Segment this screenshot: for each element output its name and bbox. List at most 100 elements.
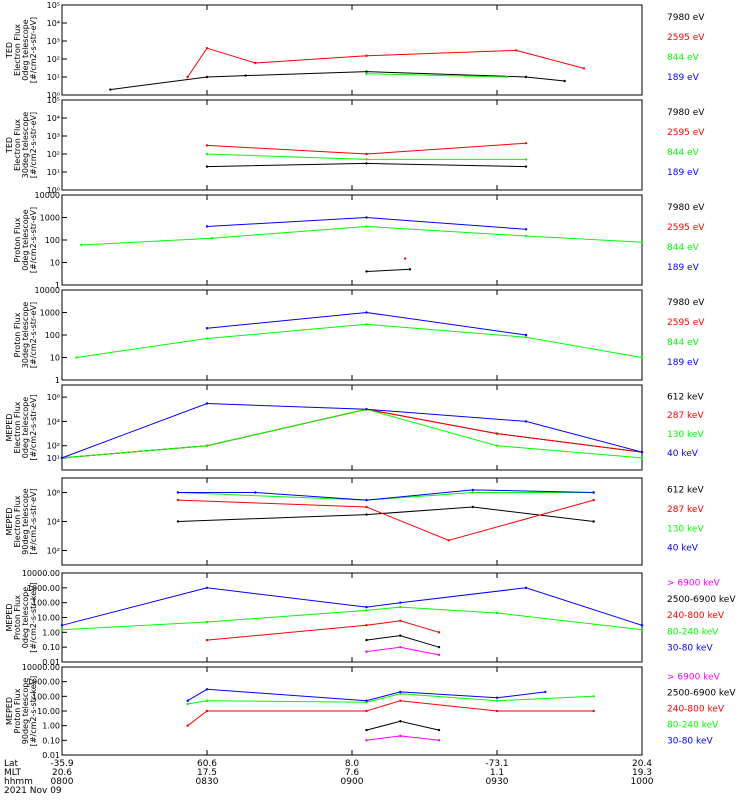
data-point xyxy=(471,491,475,494)
series-line xyxy=(61,408,643,459)
legend-entry: 7980 eV xyxy=(667,203,705,213)
series-line xyxy=(177,492,594,501)
data-point xyxy=(365,638,368,642)
panel-frame xyxy=(61,99,643,191)
series-line xyxy=(61,587,643,626)
y-tick-label: 10² xyxy=(47,442,60,451)
y-tick-label: 10⁴ xyxy=(47,518,60,527)
data-point xyxy=(399,601,402,604)
y-tick-label: 10000.00 xyxy=(22,569,60,578)
y-axis-label: [#/cm2-s-str-keV] xyxy=(29,582,38,653)
x-tick-mlt: 20.6 xyxy=(52,768,72,778)
data-point xyxy=(186,702,189,706)
data-point xyxy=(205,699,209,702)
y-tick-label: 10000 xyxy=(35,191,60,200)
y-tick-label: 10⁰ xyxy=(47,186,60,195)
data-point xyxy=(109,88,112,91)
data-point xyxy=(365,624,368,627)
data-point xyxy=(399,720,402,723)
y-tick-label: 1000 xyxy=(40,214,60,223)
y-axis-label: 0deg telescope xyxy=(21,397,30,458)
data-point xyxy=(524,158,528,161)
data-point xyxy=(205,152,209,156)
data-point xyxy=(495,699,499,702)
y-tick-label: 1.00 xyxy=(42,628,60,637)
y-tick-label: 0.10 xyxy=(42,643,60,652)
legend-entry: 2595 eV xyxy=(667,128,705,138)
data-point xyxy=(254,61,257,65)
series-line xyxy=(206,142,527,155)
legend-entry: 844 eV xyxy=(667,338,700,348)
legend-entry: 844 eV xyxy=(667,53,700,63)
y-tick-label: 10¹ xyxy=(47,73,60,82)
legend-entry: 240-800 keV xyxy=(667,705,725,715)
data-point xyxy=(399,605,402,609)
data-point xyxy=(176,491,180,494)
legend-entry: 189 eV xyxy=(667,358,700,368)
y-axis-label: Electron Flux xyxy=(13,401,22,453)
legend-entry: 7980 eV xyxy=(667,13,705,23)
data-point xyxy=(640,628,644,631)
legend-entry: 2500-6900 keV xyxy=(667,595,736,605)
data-point xyxy=(495,611,499,615)
data-point xyxy=(60,628,64,631)
y-tick-label: 100.00 xyxy=(32,599,60,608)
series-line xyxy=(366,73,507,78)
data-point xyxy=(408,268,412,271)
y-tick-label: 1.00 xyxy=(42,722,60,731)
legend-entry: 844 eV xyxy=(667,148,700,158)
y-axis-label: Electron Flux xyxy=(13,495,22,547)
panel-frame xyxy=(61,194,643,286)
series-line xyxy=(177,499,594,541)
y-tick-label: 10⁶ xyxy=(47,393,60,402)
data-point xyxy=(365,605,368,609)
legend-entry: > 6900 keV xyxy=(667,579,721,589)
y-tick-label: 10³ xyxy=(47,132,60,141)
y-axis-label: MEPED xyxy=(5,414,14,442)
y-tick-label: 10¹ xyxy=(47,454,60,463)
data-point xyxy=(80,243,83,247)
x-tick-lat: 20.4 xyxy=(632,759,652,769)
data-point xyxy=(205,327,209,330)
y-axis-label: MEPED xyxy=(5,508,14,536)
data-point xyxy=(365,513,368,516)
data-point xyxy=(365,311,368,314)
y-tick-label: 10.00 xyxy=(37,614,60,623)
series-line xyxy=(187,700,594,727)
data-point xyxy=(205,225,209,228)
data-point xyxy=(205,165,209,168)
data-point xyxy=(524,141,528,145)
x-tick-mlt: 1.1 xyxy=(490,768,504,778)
x-tick-mlt: 19.3 xyxy=(632,768,652,778)
data-point xyxy=(365,216,368,219)
y-axis-label: 0deg telescope xyxy=(21,19,30,80)
data-point xyxy=(205,586,209,590)
date-label: 2021 Nov 09 xyxy=(4,786,62,796)
data-point xyxy=(524,586,528,590)
y-axis-label: Electron Flux xyxy=(13,24,22,76)
x-row-label-lat: Lat xyxy=(4,759,19,769)
x-tick-mlt: 17.5 xyxy=(197,768,217,778)
data-point xyxy=(365,152,368,156)
y-tick-label: 0.10 xyxy=(42,736,60,745)
data-point xyxy=(365,54,368,58)
data-point xyxy=(437,653,441,657)
y-tick-label: 10⁴ xyxy=(47,417,60,426)
series-line xyxy=(177,506,594,522)
y-tick-label: 1 xyxy=(55,376,60,385)
y-tick-label: 100.00 xyxy=(32,692,60,701)
x-tick-hhmm: 0930 xyxy=(486,777,509,787)
data-point xyxy=(524,165,528,168)
y-tick-label: 10² xyxy=(47,150,60,159)
y-tick-label: 10⁶ xyxy=(47,489,60,498)
legend-entry: 80-240 keV xyxy=(667,721,719,731)
data-point xyxy=(592,520,595,523)
y-tick-label: 10⁴ xyxy=(47,114,60,123)
data-point xyxy=(365,162,368,165)
y-tick-label: 10³ xyxy=(47,37,60,46)
data-point xyxy=(495,696,499,699)
x-tick-hhmm: 0830 xyxy=(196,777,219,787)
y-axis-label: 30deg telescope xyxy=(21,112,30,179)
legend-entry: 189 eV xyxy=(667,168,700,178)
data-point xyxy=(365,650,368,653)
